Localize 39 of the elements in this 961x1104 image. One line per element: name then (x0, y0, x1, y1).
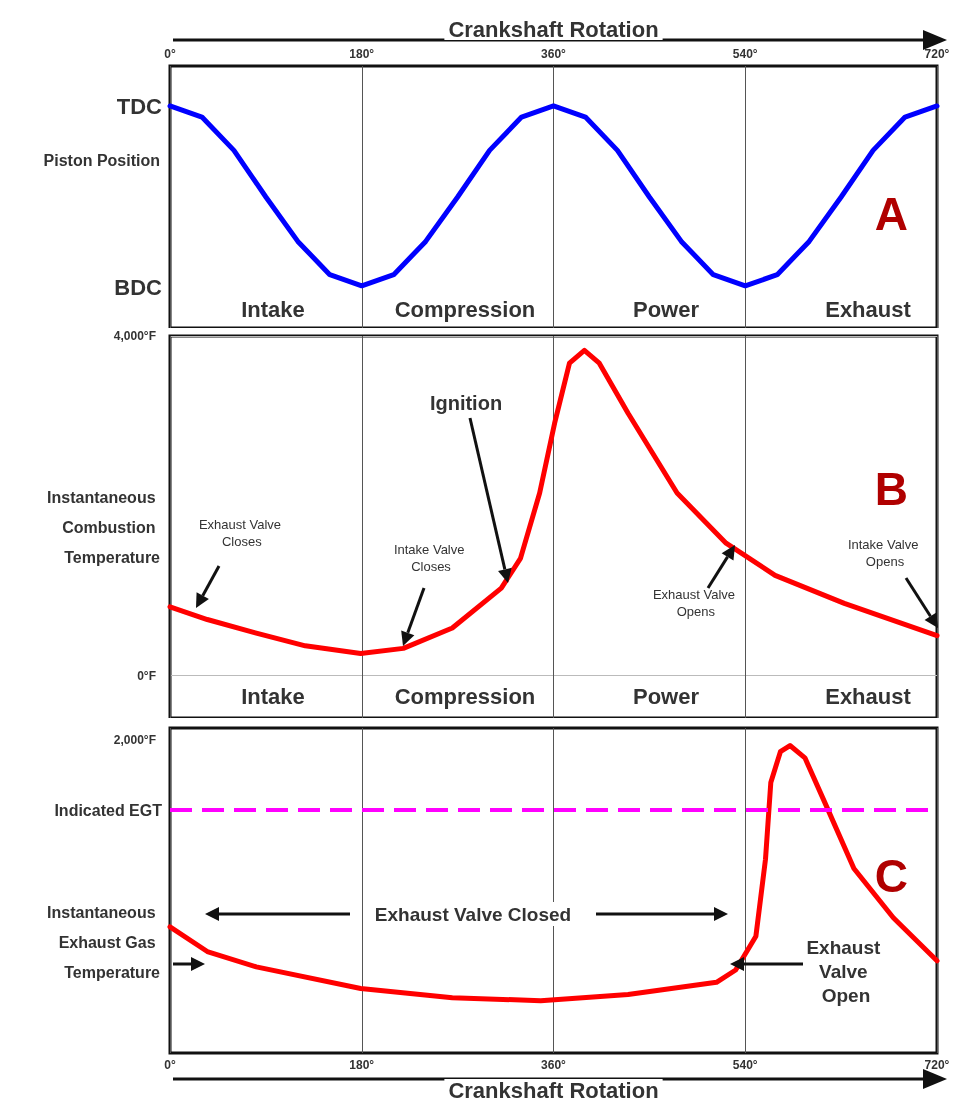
annotation: Power (632, 683, 700, 709)
annotation: Exhaust Valve Closed (374, 903, 572, 925)
y-axis-title: Instantaneous Combustion Temperature (47, 488, 161, 566)
text: 2,000°F (113, 733, 156, 747)
annotation: Ignition (429, 392, 503, 414)
x-tick-label: 180° (349, 47, 375, 61)
annotation: Exhaust Valve Closes (198, 517, 282, 549)
x-tick-label: 180° (349, 1058, 375, 1072)
annotation: Exhaust Valve Open (806, 936, 886, 1006)
y-axis-title: Piston Position (43, 151, 160, 169)
text: A (874, 188, 909, 240)
annotation: Power (632, 296, 700, 322)
x-tick-label: 720° (924, 47, 950, 61)
annotation: Intake (241, 296, 305, 322)
x-axis-title: Crankshaft Rotation (448, 1077, 659, 1103)
x-tick-label: 0° (164, 1058, 176, 1072)
x-tick-label: 540° (732, 1058, 758, 1072)
x-tick-label: 360° (541, 47, 567, 61)
x-tick-label: 540° (732, 47, 758, 61)
text: B (874, 463, 909, 515)
text: TDC (116, 93, 163, 119)
annotation: Compression (394, 296, 536, 322)
text: BDC (114, 274, 163, 300)
annotation: Intake Valve Closes (393, 542, 469, 574)
ref-line-label: Indicated EGT (54, 801, 163, 819)
x-tick-label: 720° (924, 1058, 950, 1072)
y-axis-title: Instantaneous Exhaust Gas Temperature (47, 904, 161, 981)
annotation: Intake (241, 683, 305, 709)
text: C (874, 850, 909, 902)
x-axis-title: Crankshaft Rotation (448, 16, 659, 42)
x-tick-label: 0° (164, 47, 176, 61)
annotation: Exhaust (825, 296, 912, 322)
annotation: Compression (394, 683, 536, 709)
y-tick-label: 0°F (137, 668, 156, 683)
annotation: Intake Valve Opens (847, 537, 923, 569)
annotation: Exhaust Valve Opens (652, 587, 736, 619)
x-tick-label: 360° (541, 1058, 567, 1072)
y-tick-label: 4,000°F (113, 329, 156, 343)
annotation: Exhaust (825, 683, 912, 709)
